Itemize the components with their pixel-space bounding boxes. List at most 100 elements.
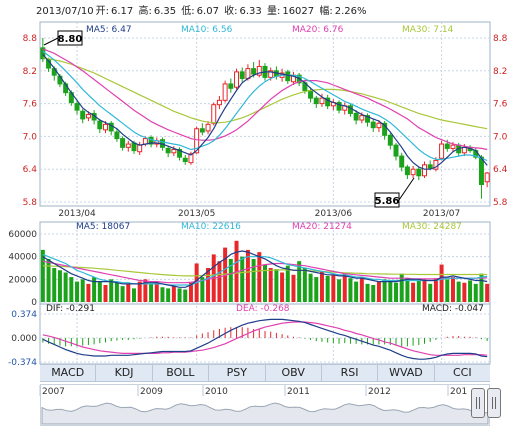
volume-bar xyxy=(240,256,245,302)
volume-bar xyxy=(206,268,211,302)
volume-bar xyxy=(416,280,421,302)
tab-wvad[interactable]: WVAD xyxy=(378,365,435,381)
volume-bar xyxy=(331,274,336,302)
volume-ma30-line xyxy=(42,265,488,277)
price-tick-right: 6.4 xyxy=(493,165,508,175)
candle-body xyxy=(222,83,228,101)
candle-body xyxy=(125,143,131,148)
high-callout-box xyxy=(57,30,83,46)
macd-histogram xyxy=(42,327,488,347)
volume-bar xyxy=(63,272,68,302)
high-value: 6.35 xyxy=(153,6,177,17)
tab-psy[interactable]: PSY xyxy=(209,365,266,381)
tab-obv[interactable]: OBV xyxy=(266,365,322,381)
candle-body xyxy=(120,138,126,148)
macd-dif-line xyxy=(42,318,488,360)
volume-bar xyxy=(399,273,404,302)
high-callout-text: 8.80 xyxy=(58,34,83,45)
pane-frame-0 xyxy=(39,21,491,207)
volume-tick: 0 xyxy=(31,298,37,308)
macd-tick: -0.374 xyxy=(8,358,37,368)
volume-bar xyxy=(473,283,478,302)
price-tick-right: 7.6 xyxy=(493,100,508,110)
volume-bars xyxy=(40,240,490,302)
axis-labels: 8.8 8.8 8.2 8.2 7.6 7.6 7.0 7.0 6.4 6.4 5.8 5.8 2013… xyxy=(8,34,508,368)
tab-kdj[interactable]: KDJ xyxy=(96,365,153,381)
volume-bar xyxy=(120,286,125,302)
candle-body xyxy=(114,131,120,140)
candle-body xyxy=(478,156,484,186)
candle-body xyxy=(484,172,490,183)
navigator-right-handle[interactable] xyxy=(487,388,501,418)
candle-body xyxy=(325,97,331,107)
volume-bar xyxy=(359,277,364,302)
legend-labels: MA5: 6.47 MA10: 6.56 MA20: 6.76 MA30: 7.… xyxy=(46,25,484,314)
volume-bar xyxy=(97,281,102,302)
low-label: 低: xyxy=(181,6,195,17)
volume-bar xyxy=(314,277,319,302)
change-value: 2.26% xyxy=(334,6,367,17)
volume-bar xyxy=(479,273,484,302)
high-callout-line xyxy=(43,37,59,46)
navigator-left-handle[interactable] xyxy=(471,388,485,418)
quote-info-bar: 2013/07/10 开: 6.17 高: 6.35 低: 6.07 收: 6.33 量:… xyxy=(36,2,368,17)
price-tick-left: 7.6 xyxy=(23,100,38,110)
volume-bar xyxy=(285,265,290,302)
price-tick-left: 7.0 xyxy=(23,132,38,142)
volume-bar xyxy=(154,281,159,302)
volume-bar xyxy=(468,280,473,302)
volume-bar xyxy=(188,282,193,302)
candle-body xyxy=(393,144,399,157)
tab-rsi[interactable]: RSI xyxy=(322,365,379,381)
volume-bar xyxy=(217,261,222,302)
price-ma20-line xyxy=(42,48,488,151)
candle-body xyxy=(188,153,194,164)
tab-boll[interactable]: BOLL xyxy=(153,365,210,381)
candle-body xyxy=(450,144,456,149)
candle-body xyxy=(148,136,154,145)
callouts: 8.80 5.86 xyxy=(43,30,415,208)
close-label: 收: xyxy=(224,6,238,17)
indicator-tab-bar: MACD KDJ BOLL PSY OBV RSI WVAD CCI xyxy=(40,364,490,382)
volume-ma10-label: MA10: 22616 xyxy=(181,222,241,232)
volume-bar xyxy=(263,264,267,302)
candle-body xyxy=(353,112,359,121)
volume-bar xyxy=(308,273,313,302)
volume-bar xyxy=(166,288,171,302)
candle-body xyxy=(382,122,388,136)
volume-bar xyxy=(200,277,205,302)
price-ma10-label: MA10: 6.56 xyxy=(181,25,233,35)
volume-bar xyxy=(433,278,438,302)
volume-bar xyxy=(183,289,188,302)
volume-value: 16027 xyxy=(282,6,315,17)
tab-macd[interactable]: MACD xyxy=(40,365,97,381)
volume-bar xyxy=(342,272,347,302)
tab-cci[interactable]: CCI xyxy=(453,366,472,379)
candle-body xyxy=(416,168,422,177)
price-tick-left: 6.4 xyxy=(23,165,38,175)
volume-bar xyxy=(75,281,80,302)
volume-bar xyxy=(376,281,381,302)
close-value: 6.33 xyxy=(239,6,262,17)
volume-bar xyxy=(268,268,273,302)
low-value: 6.07 xyxy=(196,6,219,17)
price-tick-right: 8.2 xyxy=(493,67,507,77)
volume-bar xyxy=(57,270,62,302)
volume-tick: 60000 xyxy=(8,230,37,240)
volume-bar xyxy=(382,279,387,302)
date-tick-label: 2013/04 xyxy=(58,209,96,219)
candle-body xyxy=(285,71,291,82)
volume-bar xyxy=(131,288,136,302)
candle-body xyxy=(165,147,171,154)
volume-bar xyxy=(274,269,279,302)
price-tick-left: 8.2 xyxy=(23,67,37,77)
volume-ma5-label: MA5: 18067 xyxy=(76,222,130,232)
volume-bar xyxy=(46,258,51,302)
volume-bar xyxy=(325,275,330,302)
volume-bar xyxy=(114,282,119,302)
timeline-navigator[interactable] xyxy=(40,384,490,426)
price-ma30-line xyxy=(42,57,488,130)
date-tick-label: 2013/05 xyxy=(178,209,215,219)
volume-bar xyxy=(137,281,142,302)
